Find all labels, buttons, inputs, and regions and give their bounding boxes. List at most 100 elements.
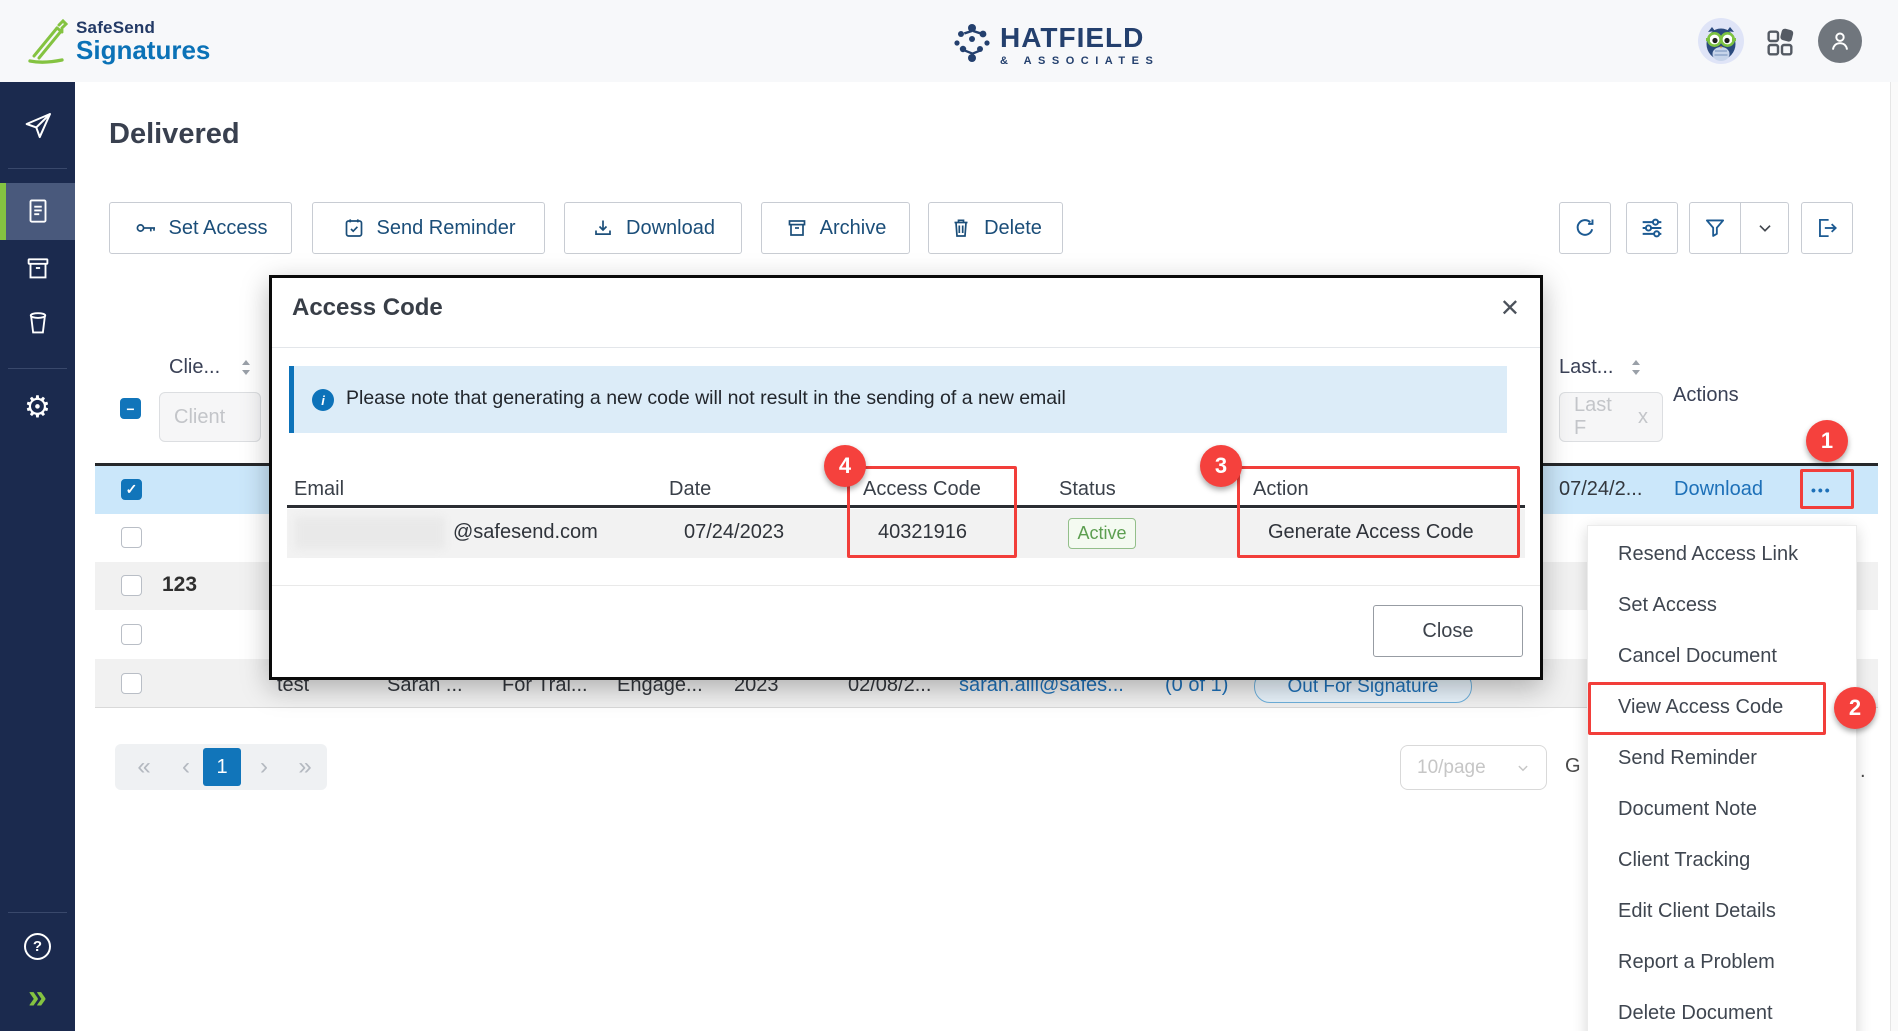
row-actions-context-menu: Resend Access Link Set Access Cancel Doc… [1587, 525, 1857, 1031]
safesend-pen-icon [26, 16, 72, 64]
modal-col-access-code: Access Code [863, 478, 981, 500]
sidebar-item-help[interactable]: ? [0, 933, 75, 960]
modal-close-icon[interactable]: ✕ [1499, 295, 1520, 322]
apps-grid-icon[interactable] [1763, 27, 1797, 59]
select-all-checkbox[interactable]: − [120, 398, 141, 419]
row-checkbox[interactable]: ✓ [121, 479, 142, 500]
menu-item-send-reminder[interactable]: Send Reminder [1618, 747, 1757, 769]
check-icon: ✓ [125, 481, 138, 497]
menu-item-document-note[interactable]: Document Note [1618, 798, 1757, 820]
column-settings-button[interactable] [1626, 202, 1678, 254]
menu-item-edit-client-details[interactable]: Edit Client Details [1618, 900, 1776, 922]
pagination-next-button[interactable]: › [260, 753, 268, 780]
sort-icon[interactable] [240, 359, 252, 376]
client-filter-input[interactable] [159, 392, 261, 442]
download-button[interactable]: Download [564, 202, 742, 254]
delete-label: Delete [984, 216, 1042, 239]
owl-avatar[interactable] [1698, 18, 1744, 64]
pagination-first-button[interactable]: « [137, 753, 151, 780]
send-reminder-button[interactable]: Send Reminder [312, 202, 545, 254]
access-code-value: 40321916 [878, 521, 967, 543]
company-logo: HATFIELD & ASSOCIATES [1000, 22, 1160, 68]
modal-table-row: @safesend.com 07/24/2023 40321916 Active… [287, 509, 1525, 558]
goto-suffix: . [1860, 760, 1866, 782]
company-name: HATFIELD [1000, 22, 1145, 53]
column-header-client[interactable]: Clie... [169, 356, 221, 378]
access-code-date: 07/24/2023 [684, 521, 785, 543]
refresh-icon [1576, 219, 1594, 236]
menu-item-client-tracking[interactable]: Client Tracking [1618, 849, 1751, 871]
archive-box-icon [27, 258, 48, 279]
scrollbar[interactable] [1890, 82, 1898, 1031]
row-checkbox[interactable] [121, 527, 142, 548]
sort-icon[interactable] [1630, 359, 1642, 376]
sidebar-active-indicator [0, 183, 6, 240]
set-access-button[interactable]: Set Access [109, 202, 292, 254]
export-button[interactable] [1801, 202, 1853, 254]
access-code-modal: Access Code ✕ i Please note that generat… [269, 275, 1543, 680]
export-icon [1819, 218, 1837, 238]
filter-dropdown-button[interactable] [1740, 202, 1789, 254]
annotation-box-view-access-code [1588, 682, 1826, 735]
double-chevron-right-icon: » [28, 978, 47, 1016]
filter-button[interactable] [1689, 202, 1741, 254]
sidebar-item-archive[interactable] [0, 253, 75, 283]
sidebar-divider [8, 912, 67, 913]
row-checkbox[interactable] [121, 575, 142, 596]
filter-funnel-icon [1705, 219, 1725, 237]
sidebar: ⚙ ? » [0, 82, 75, 1031]
page-size-select[interactable]: 10/page [1400, 745, 1547, 790]
pagination-prev-button[interactable]: ‹ [182, 753, 190, 780]
download-icon [595, 220, 611, 235]
annotation-badge-1: 1 [1806, 420, 1848, 462]
document-icon [29, 199, 46, 223]
app-logo[interactable]: SafeSend Signatures [76, 18, 210, 66]
menu-item-resend-access-link[interactable]: Resend Access Link [1618, 543, 1799, 565]
pagination: « ‹ 1 › » [115, 744, 327, 790]
goto-label-partial: G [1565, 755, 1581, 777]
top-bar: SafeSend Signatures HATFIELD & ASSOCIATE… [0, 0, 1898, 82]
last-filter-chip[interactable]: Last F x [1559, 392, 1663, 442]
menu-item-report-a-problem[interactable]: Report a Problem [1618, 951, 1775, 973]
sidebar-item-sent[interactable] [0, 110, 75, 142]
pagination-last-button[interactable]: » [298, 753, 312, 780]
sidebar-item-trash[interactable] [0, 308, 75, 338]
sidebar-expand-button[interactable]: » [0, 980, 75, 1014]
menu-item-cancel-document[interactable]: Cancel Document [1618, 645, 1777, 667]
pagination-page-1[interactable]: 1 [203, 748, 241, 786]
row1-download-link[interactable]: Download [1674, 478, 1763, 500]
row-more-button[interactable]: ••• [1811, 482, 1832, 498]
send-reminder-label: Send Reminder [376, 216, 516, 239]
email-domain: @safesend.com [453, 521, 598, 543]
download-label: Download [626, 216, 715, 239]
generate-access-code-link[interactable]: Generate Access Code [1268, 521, 1474, 543]
page-title: Delivered [109, 118, 240, 150]
chip-clear-icon[interactable]: x [1638, 405, 1648, 428]
access-code-status-badge: Active [1068, 518, 1136, 549]
sidebar-item-documents[interactable] [0, 196, 75, 226]
modal-footer-divider [272, 585, 1540, 586]
row3-client: 123 [162, 573, 198, 596]
menu-item-view-access-code[interactable]: View Access Code [1618, 696, 1784, 718]
modal-title: Access Code [292, 294, 443, 321]
delete-button[interactable]: Delete [928, 202, 1063, 254]
annotation-box-access-code-column [847, 466, 1017, 558]
archive-button[interactable]: Archive [761, 202, 910, 254]
indeterminate-icon: − [126, 400, 135, 417]
set-access-label: Set Access [168, 216, 268, 239]
modal-divider [272, 347, 1540, 348]
company-subtitle: & ASSOCIATES [1000, 55, 1160, 67]
info-banner: i Please note that generating a new code… [289, 366, 1507, 433]
row-checkbox[interactable] [121, 673, 142, 694]
refresh-button[interactable] [1559, 202, 1611, 254]
menu-item-set-access[interactable]: Set Access [1618, 594, 1717, 616]
sidebar-divider [8, 168, 67, 169]
sidebar-item-settings[interactable]: ⚙ [0, 393, 75, 423]
user-avatar-icon[interactable] [1818, 19, 1862, 63]
modal-close-button[interactable]: Close [1373, 605, 1523, 657]
modal-col-status: Status [1059, 478, 1116, 500]
column-header-last[interactable]: Last... [1559, 356, 1614, 378]
menu-item-delete-document[interactable]: Delete Document [1618, 1002, 1773, 1024]
row-checkbox[interactable] [121, 624, 142, 645]
